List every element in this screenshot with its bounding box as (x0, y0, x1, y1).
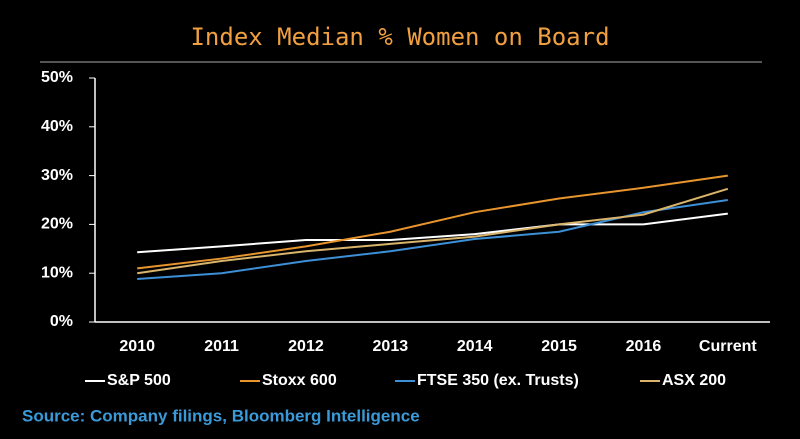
y-tick-label: 10% (41, 264, 73, 281)
series-line (137, 174, 728, 270)
x-tick-label: 2016 (626, 338, 662, 355)
x-tick-label: 2015 (541, 338, 577, 355)
y-tick-label: 20% (41, 216, 73, 233)
x-tick-label: 2012 (288, 338, 324, 355)
chart-title: Index Median % Women on Board (190, 23, 609, 51)
source-note: Source: Company filings, Bloomberg Intel… (22, 406, 420, 425)
y-tick-label: 40% (41, 118, 73, 135)
legend-label: Stoxx 600 (262, 372, 337, 389)
x-tick-label: 2010 (119, 338, 155, 355)
legend-label: FTSE 350 (ex. Trusts) (417, 372, 579, 389)
y-tick-label: 50% (41, 69, 73, 86)
x-tick-label: Current (699, 338, 757, 355)
x-tick-label: 2013 (373, 338, 409, 355)
x-tick-label: 2011 (204, 338, 239, 355)
y-tick-label: 30% (41, 167, 73, 184)
x-tick-label: 2014 (457, 338, 493, 355)
legend-label: ASX 200 (662, 372, 726, 389)
series-line (137, 187, 729, 275)
y-tick-label: 0% (50, 313, 73, 330)
legend-label: S&P 500 (107, 372, 171, 389)
series-line (137, 212, 728, 254)
